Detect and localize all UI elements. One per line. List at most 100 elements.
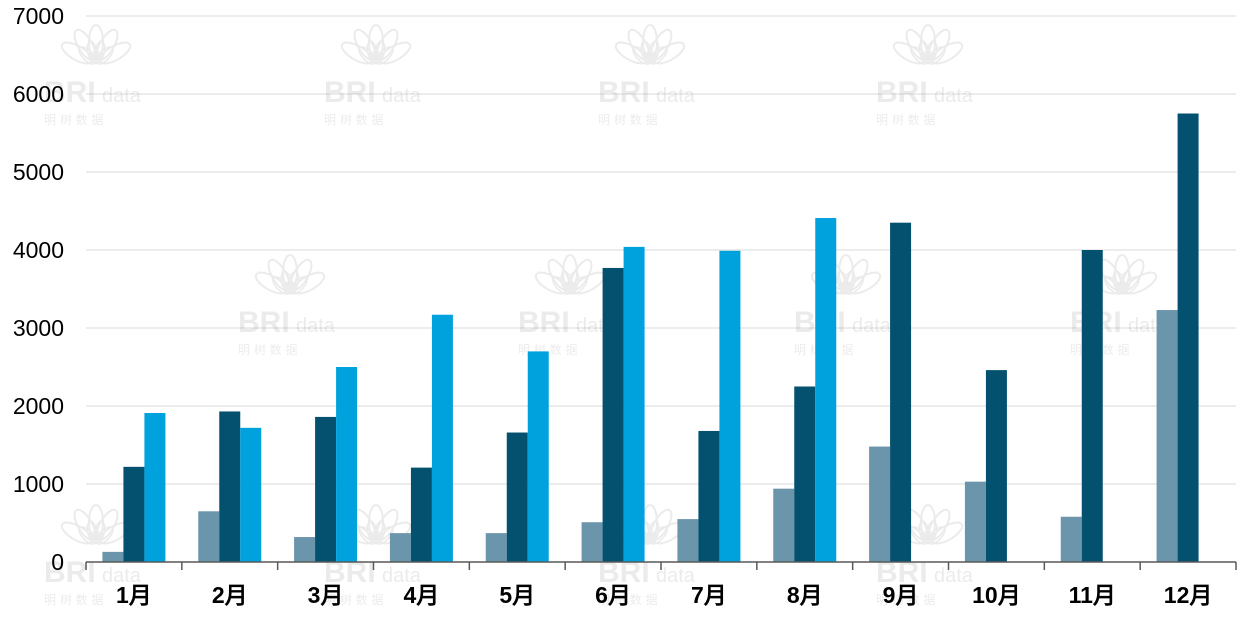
bar: [240, 427, 262, 562]
bar: [719, 250, 741, 562]
y-tick-label: 7000: [13, 3, 64, 29]
x-tick-label: 4月: [404, 582, 440, 608]
watermark-suffix: data: [656, 565, 696, 587]
watermark-subtitle: 明 树 数 据: [876, 112, 935, 127]
bar-series-3: [144, 218, 837, 562]
x-tick-label: 11月: [1069, 582, 1116, 608]
watermark-subtitle: 明 树 数 据: [44, 592, 103, 607]
watermark-brand: BRI: [44, 76, 96, 109]
leaf-emblem-icon: [614, 24, 686, 65]
bar: [698, 430, 720, 562]
x-tick-label: 6月: [595, 582, 631, 608]
watermark-subtitle: 明 树 数 据: [238, 342, 297, 357]
x-tick-label: 9月: [883, 582, 919, 608]
y-tick-label: 5000: [13, 159, 64, 185]
bar: [1156, 310, 1178, 562]
watermark-suffix: data: [382, 565, 422, 587]
x-axis-tick-labels: 1月 2月 3月 4月 5月 6月 7月 8月 9月 10月 11月 12月: [116, 582, 1212, 608]
bar: [102, 551, 124, 562]
x-tick-label: 10月: [972, 582, 1021, 608]
watermark-brand: BRI: [238, 306, 290, 339]
leaf-emblem-icon: [1086, 254, 1158, 295]
bar: [336, 367, 358, 562]
leaf-emblem-icon: [60, 504, 132, 545]
bar-series-2: [123, 113, 1199, 562]
bar: [869, 446, 891, 562]
x-tick-label: 8月: [787, 582, 823, 608]
y-tick-label: 2000: [13, 393, 64, 419]
x-tick-label: 1月: [116, 582, 152, 608]
x-tick-label: 3月: [308, 582, 344, 608]
bar: [1081, 250, 1103, 562]
bar: [677, 519, 699, 562]
watermark-subtitle: 明 树 数 据: [598, 112, 657, 127]
bar: [527, 351, 549, 562]
watermark-brand: BRI: [518, 306, 570, 339]
bar: [1060, 516, 1082, 562]
x-tick-label: 2月: [212, 582, 248, 608]
watermark-logo: BRI data 明 树 数 据: [876, 24, 974, 127]
watermark-subtitle: 明 树 数 据: [44, 112, 103, 127]
watermark-subtitle: 明 树 数 据: [324, 112, 383, 127]
x-tick-label: 5月: [499, 582, 535, 608]
bar: [389, 533, 411, 562]
bar: [485, 533, 507, 562]
bar-series-layer: [102, 113, 1199, 562]
x-tick-label: 7月: [691, 582, 727, 608]
grid-lines: [86, 15, 1236, 485]
leaf-emblem-icon: [340, 24, 412, 65]
bar: [123, 466, 145, 562]
watermark-subtitle: 明 树 数 据: [598, 592, 657, 607]
watermark-suffix: data: [102, 85, 142, 107]
bar: [1177, 113, 1199, 562]
bar: [506, 432, 528, 562]
bar: [964, 481, 986, 562]
x-tick-label: 12月: [1164, 582, 1213, 608]
y-tick-label: 0: [51, 549, 64, 575]
bar: [602, 267, 624, 562]
bar: [623, 246, 645, 562]
bar: [315, 416, 337, 562]
leaf-emblem-icon: [534, 254, 606, 295]
bar: [890, 222, 912, 562]
y-axis-tick-labels: 0 1000 2000 3000 4000 5000 6000 7000: [13, 3, 64, 575]
leaf-emblem-icon: [892, 24, 964, 65]
watermark-brand: BRI: [876, 76, 928, 109]
bar: [431, 314, 453, 562]
bar: [198, 511, 220, 562]
leaf-emblem-icon: [254, 254, 326, 295]
y-tick-label: 4000: [13, 237, 64, 263]
leaf-emblem-icon: [60, 24, 132, 65]
watermark-logo: BRI data 明 树 数 据: [324, 24, 422, 127]
watermark-brand: BRI: [598, 76, 650, 109]
watermark-subtitle: 明 树 数 据: [876, 592, 935, 607]
bar-series-1: [102, 310, 1178, 562]
bar: [773, 488, 795, 562]
watermark-suffix: data: [852, 315, 892, 337]
bar: [144, 413, 166, 562]
watermark-suffix: data: [102, 565, 142, 587]
watermark-subtitle: 明 树 数 据: [324, 592, 383, 607]
bar: [294, 537, 316, 562]
watermark-suffix: data: [296, 315, 336, 337]
y-tick-label: 1000: [13, 471, 64, 497]
watermark-suffix: data: [934, 565, 974, 587]
leaf-emblem-icon: [892, 504, 964, 545]
y-tick-label: 3000: [13, 315, 64, 341]
watermark-logo: BRI data 明 树 数 据: [238, 254, 336, 357]
watermark-logo: BRI data 明 树 数 据: [44, 24, 142, 127]
watermark-suffix: data: [382, 85, 422, 107]
watermark-brand: BRI: [324, 76, 376, 109]
bar: [794, 386, 816, 562]
watermark-suffix: data: [656, 85, 696, 107]
bar: [985, 370, 1007, 562]
bar: [815, 218, 837, 562]
watermark-logo: BRI data 明 树 数 据: [598, 24, 696, 127]
bar: [410, 467, 432, 562]
x-axis: [85, 561, 1237, 570]
watermark-suffix: data: [934, 85, 974, 107]
